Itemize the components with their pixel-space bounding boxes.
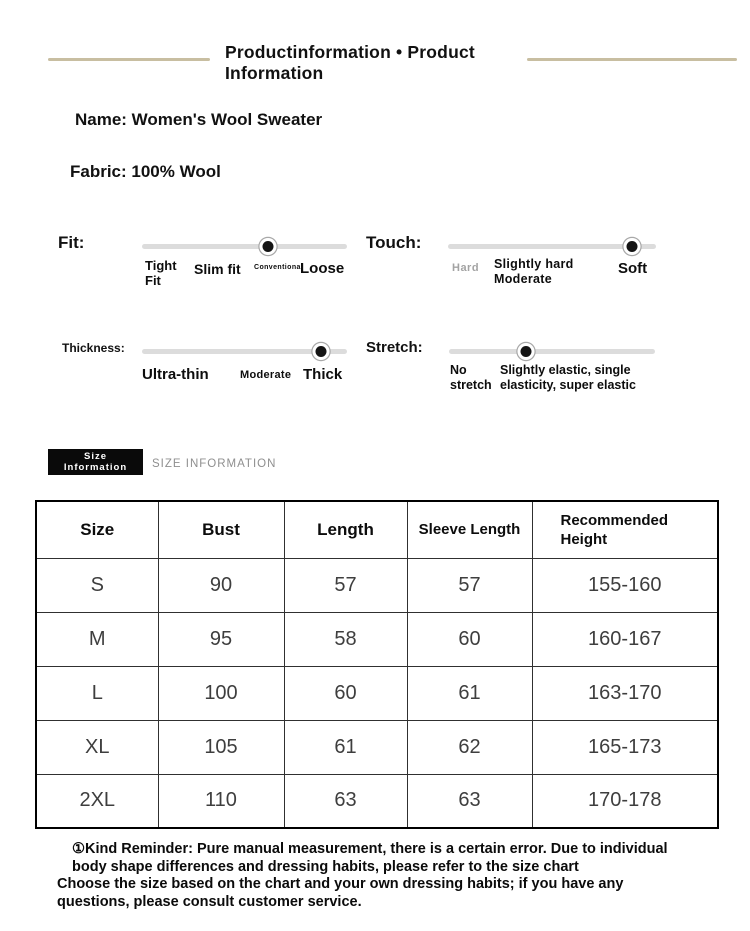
table-row-m: M 95 58 60 160-167 [35, 611, 719, 667]
table-cell: 57 [283, 557, 408, 613]
table-row-s: S 90 57 57 155-160 [35, 557, 719, 613]
thickness-slider-label: Thickness: [62, 341, 125, 355]
col-header-recommended-height: Recommended Height [531, 500, 719, 559]
col-header-bust: Bust [157, 500, 285, 559]
choose-size-note: Choose the size based on the chart and y… [57, 876, 624, 910]
table-cell: 57 [406, 557, 533, 613]
product-fabric-text: Fabric: 100% Wool [70, 162, 221, 181]
table-cell: L [35, 665, 159, 721]
table-cell: 163-170 [531, 665, 719, 721]
table-cell: 110 [157, 773, 285, 829]
thickness-slider-knob[interactable] [315, 346, 327, 357]
size-table-header-row: Size Bust Length Sleeve Length Recommend… [35, 500, 719, 559]
page-title: Productinformation • Product Information [225, 42, 475, 83]
stretch-slider: Stretch: No stretch Slightly elastic, si… [366, 336, 668, 408]
table-cell: 58 [283, 611, 408, 667]
table-row-2xl: 2XL 110 63 63 170-178 [35, 773, 719, 829]
fit-slider-knob[interactable] [262, 241, 274, 252]
fit-slider-label: Fit: [58, 233, 85, 252]
touch-slider-knob[interactable] [626, 241, 638, 252]
table-cell: 63 [406, 773, 533, 829]
touch-tick-moderate: Slightly hard Moderate [494, 257, 574, 286]
fit-tick-loose: Loose [300, 260, 345, 277]
touch-slider-track[interactable] [448, 241, 656, 252]
thickness-tick-thick: Thick [303, 366, 343, 383]
table-cell: 165-173 [531, 719, 719, 775]
stretch-slider-knob[interactable] [520, 346, 532, 357]
fit-tick-conventional: Conventional [254, 264, 304, 271]
table-cell: 170-178 [531, 773, 719, 829]
table-cell: 62 [406, 719, 533, 775]
fit-slider: Fit: Tight Fit Slim fit Conventional Loo… [58, 230, 360, 302]
size-table: Size Bust Length Sleeve Length Recommend… [35, 500, 719, 829]
thickness-tick-moderate: Moderate [240, 369, 292, 381]
table-row-l: L 100 60 61 163-170 [35, 665, 719, 721]
col-header-size: Size [35, 500, 159, 559]
table-cell: 2XL [35, 773, 159, 829]
col-header-sleeve-length: Sleeve Length [406, 500, 533, 559]
fit-slider-track[interactable] [142, 241, 347, 252]
size-information-heading: SIZE INFORMATION [152, 458, 277, 470]
table-cell: 60 [283, 665, 408, 721]
fit-tick-slim: Slim fit [194, 261, 241, 277]
table-cell: 63 [283, 773, 408, 829]
stretch-slider-label: Stretch: [366, 339, 423, 356]
table-cell: 155-160 [531, 557, 719, 613]
thickness-slider: Thickness: Ultra-thin Moderate Thick [62, 336, 364, 408]
touch-slider-label: Touch: [366, 233, 422, 252]
table-cell: 61 [283, 719, 408, 775]
table-cell: XL [35, 719, 159, 775]
table-cell: 95 [157, 611, 285, 667]
thickness-slider-track[interactable] [142, 346, 347, 357]
stretch-slider-track[interactable] [449, 346, 655, 357]
header-divider-right [527, 58, 737, 61]
table-cell: 105 [157, 719, 285, 775]
size-information-badge: Size Information [48, 449, 143, 475]
header-divider-left [48, 58, 210, 61]
table-cell: M [35, 611, 159, 667]
fit-tick-tight: Tight Fit [145, 258, 177, 289]
kind-reminder-note: ①Kind Reminder: Pure manual measurement,… [72, 841, 668, 875]
table-cell: 160-167 [531, 611, 719, 667]
table-cell: 61 [406, 665, 533, 721]
table-cell: S [35, 557, 159, 613]
table-cell: 100 [157, 665, 285, 721]
stretch-tick-none: No stretch [450, 363, 492, 392]
stretch-tick-elastic: Slightly elastic, single elasticity, sup… [500, 363, 636, 392]
table-cell: 60 [406, 611, 533, 667]
product-name-text: Name: Women's Wool Sweater [75, 110, 323, 129]
col-header-length: Length [283, 500, 408, 559]
touch-tick-soft: Soft [618, 260, 648, 277]
table-cell: 90 [157, 557, 285, 613]
touch-slider: Touch: Hard Slightly hard Moderate Soft [366, 230, 668, 302]
thickness-tick-ultrathin: Ultra-thin [142, 366, 209, 383]
touch-tick-hard: Hard [452, 262, 480, 274]
table-row-xl: XL 105 61 62 165-173 [35, 719, 719, 775]
